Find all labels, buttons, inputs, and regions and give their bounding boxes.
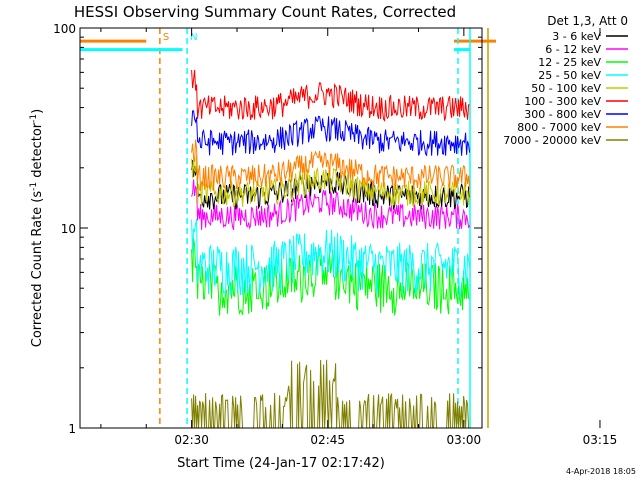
y-label-part2: detector	[30, 122, 45, 182]
x-tick-label: 03:00	[447, 433, 482, 447]
x-axis-label: Start Time (24-Jan-17 02:17:42)	[177, 456, 385, 471]
marker-label: N	[190, 32, 197, 43]
legend-entry-label: 6 - 12 keV	[545, 43, 601, 56]
series-line-6	[191, 69, 470, 123]
series-line-2	[191, 179, 471, 231]
legend-entry-label: 50 - 100 keV	[531, 82, 601, 95]
x-tick-label: 02:45	[310, 433, 345, 447]
series-line-1	[191, 160, 471, 210]
marker-label: S	[163, 32, 169, 43]
x-tick-label: 02:30	[174, 433, 209, 447]
chart-title: HESSI Observing Summary Count Rates, Cor…	[74, 3, 456, 21]
legend-entry-label: 300 - 800 keV	[524, 108, 601, 121]
y-tick-label: 10	[61, 222, 76, 236]
series-line-7	[191, 110, 471, 157]
y-label-sup2: -1	[29, 114, 39, 123]
y-tick-label: 1	[68, 422, 76, 436]
legend-header: Det 1,3, Att 0	[547, 14, 628, 28]
series-line-5	[191, 155, 471, 209]
legend-entry-label: 3 - 6 keV	[552, 30, 601, 43]
legend-entry-label: 25 - 50 keV	[538, 69, 601, 82]
legend-entry-label: 100 - 300 keV	[524, 95, 601, 108]
series-line-4	[191, 218, 471, 298]
legend-entry-label: 7000 - 20000 keV	[503, 134, 601, 147]
legend-entry-label: 800 - 7000 keV	[517, 121, 601, 134]
series-line-9	[191, 359, 470, 429]
plot-frame	[79, 27, 483, 429]
series-line-8	[191, 139, 471, 191]
y-axis: 1 10 100	[53, 22, 482, 436]
legend-entry-label: 12 - 25 keV	[538, 56, 601, 69]
y-axis-label: Corrected Count Rate (s-1 detector-1)	[29, 109, 45, 347]
y-label-part3: )	[30, 109, 45, 114]
timestamp: 4-Apr-2018 18:05	[566, 467, 636, 476]
y-tick-label: 100	[53, 22, 76, 36]
y-label-sup1: -1	[29, 182, 39, 191]
y-label-part1: Corrected Count Rate (s	[30, 191, 45, 348]
x-tick-label: 03:15	[583, 433, 618, 447]
